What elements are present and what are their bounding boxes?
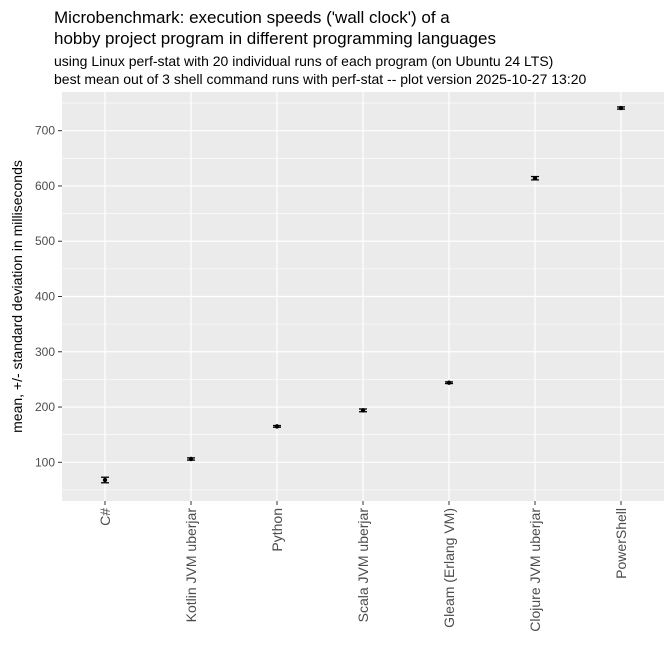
data-point	[360, 408, 366, 413]
chart-subtitle-line-1: using Linux perf-stat with 20 individual…	[54, 53, 553, 69]
y-axis-title: mean, +/- standard deviation in millisec…	[9, 160, 25, 433]
x-tick-label: C#	[97, 508, 113, 526]
y-tick-label: 300	[35, 345, 55, 359]
y-tick-label: 200	[35, 400, 55, 414]
x-tick-label: Scala JVM uberjar	[355, 508, 371, 623]
x-tick-label: Clojure JVM uberjar	[527, 508, 543, 632]
y-tick-label: 400	[35, 290, 55, 304]
x-tick-label: PowerShell	[613, 508, 629, 579]
data-point	[274, 424, 280, 429]
data-point	[532, 176, 538, 181]
y-tick-label: 600	[35, 179, 55, 193]
chart-subtitle-line-2: best mean out of 3 shell command runs wi…	[54, 71, 586, 87]
data-point	[618, 105, 624, 111]
chart-title-line-1: Microbenchmark: execution speeds ('wall …	[54, 8, 450, 27]
x-tick-label: Gleam (Erlang VM)	[441, 508, 457, 628]
y-tick-label: 100	[35, 455, 55, 469]
data-point	[188, 456, 194, 462]
x-tick-label: Kotlin JVM uberjar	[183, 508, 199, 623]
chart-title-line-2: hobby project program in different progr…	[54, 29, 496, 48]
y-tick-label: 700	[35, 124, 55, 138]
data-point	[102, 477, 108, 483]
y-tick-label: 500	[35, 234, 55, 248]
x-tick-label: Python	[269, 508, 285, 552]
data-point	[446, 380, 452, 385]
